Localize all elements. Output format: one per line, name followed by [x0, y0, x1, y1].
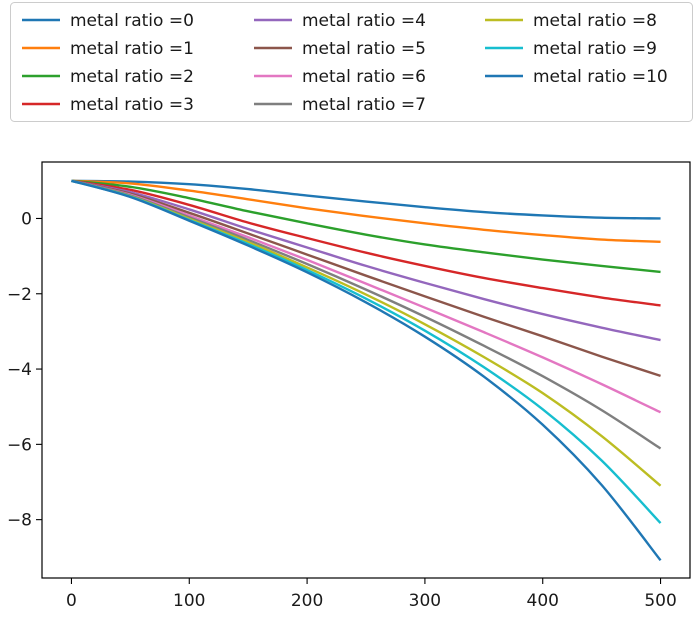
y-tick-label: −4: [7, 360, 32, 380]
legend-label: metal ratio =3: [70, 95, 194, 115]
legend-item: metal ratio =6: [254, 67, 426, 87]
legend-label: metal ratio =8: [533, 11, 657, 31]
legend-item: metal ratio =9: [485, 39, 657, 59]
x-tick-label: 100: [173, 591, 205, 611]
legend-item: metal ratio =5: [254, 39, 426, 59]
legend-item: metal ratio =10: [485, 67, 668, 87]
axes-frame: [41, 161, 691, 579]
series-line-0: [71, 179, 661, 220]
legend-label: metal ratio =10: [533, 67, 668, 87]
series-line-4: [71, 179, 661, 342]
x-tick-label: 400: [527, 591, 559, 611]
series-line-6: [71, 179, 662, 414]
legend-label: metal ratio =5: [302, 39, 426, 59]
legend-label: metal ratio =7: [302, 95, 426, 115]
series-line-1: [71, 179, 661, 244]
legend-item: metal ratio =2: [22, 67, 194, 87]
legend-label: metal ratio =9: [533, 39, 657, 59]
legend-label: metal ratio =4: [302, 11, 426, 31]
legend-item: metal ratio =0: [22, 11, 194, 31]
series-layer: [71, 179, 662, 562]
series-line-7: [71, 179, 662, 450]
y-tick-label: −8: [7, 511, 32, 531]
legend-label: metal ratio =1: [70, 39, 194, 59]
legend: metal ratio =0 metal ratio =1 metal ratio …: [10, 2, 693, 122]
legend-item: metal ratio =7: [254, 95, 426, 115]
x-tick-label: 0: [66, 591, 77, 611]
legend-item: metal ratio =3: [22, 95, 194, 115]
series-line-9: [71, 179, 662, 524]
y-tick-label: −6: [7, 435, 32, 455]
series-line-5: [71, 179, 661, 377]
legend-item: metal ratio =4: [254, 11, 426, 31]
x-tick-label: 200: [291, 591, 323, 611]
y-axis: 0 −2 −4 −6 −8: [7, 209, 42, 531]
legend-item: metal ratio =8: [485, 11, 657, 31]
x-tick-label: 500: [644, 591, 676, 611]
legend-label: metal ratio =2: [70, 67, 194, 87]
series-line-2: [71, 179, 661, 274]
series-line-3: [71, 179, 661, 307]
legend-item: metal ratio =1: [22, 39, 194, 59]
x-tick-label: 300: [409, 591, 441, 611]
x-axis: 0 100 200 300 400 500: [66, 578, 677, 611]
legend-label: metal ratio =6: [302, 67, 426, 87]
y-tick-label: 0: [21, 209, 32, 229]
series-line-10: [71, 179, 662, 562]
legend-label: metal ratio =0: [70, 11, 194, 31]
y-tick-label: −2: [7, 285, 32, 305]
series-line-8: [71, 179, 662, 487]
legend-frame: [10, 2, 693, 122]
plot-area: 0 100 200 300 400 500 0 −2 −4 −6 −8: [7, 161, 691, 611]
